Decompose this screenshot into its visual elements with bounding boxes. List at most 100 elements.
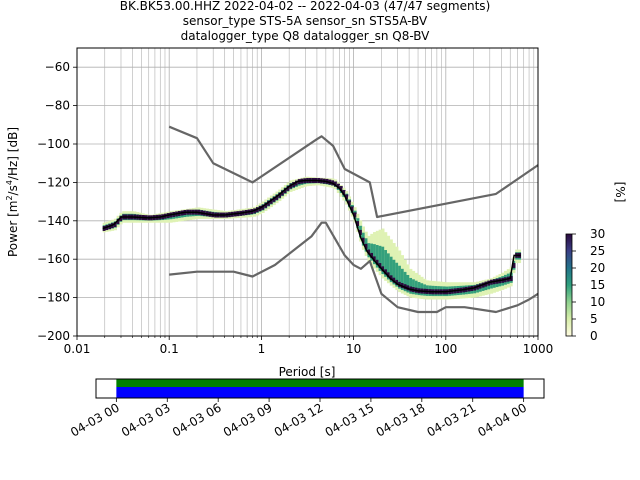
- density-band-peak: [113, 221, 117, 227]
- y-tick-label: −60: [45, 60, 70, 74]
- density-band-inner: [409, 277, 413, 294]
- x-tick-label: 0.01: [64, 342, 91, 356]
- timeline-coverage-bar: [116, 379, 524, 387]
- y-axis-label-part-1: Power [m: [6, 201, 20, 257]
- y-tick-label: −160: [37, 252, 70, 266]
- density-band-peak: [386, 272, 391, 278]
- density-band-inner: [370, 243, 374, 261]
- colorbar-tick-label: 0: [590, 329, 598, 343]
- colorbar-tick-label: 30: [590, 227, 605, 241]
- density-band-inner: [389, 256, 393, 283]
- density-band-peak: [395, 279, 399, 285]
- density-band-inner: [403, 271, 407, 292]
- y-tick-label: −180: [37, 291, 70, 305]
- colorbar-tick-label: 15: [590, 278, 605, 292]
- density-band-peak: [334, 181, 338, 187]
- density-band-inner: [384, 250, 388, 277]
- colorbar-label: [%]: [613, 182, 627, 203]
- density-band-peak: [269, 198, 274, 204]
- density-band-inner: [398, 265, 402, 289]
- colorbar: 0 5 10 15 20 25 30 [%]: [565, 182, 627, 343]
- density-band-peak: [359, 229, 363, 235]
- density-band-peak: [384, 269, 388, 275]
- density-band-peak: [336, 183, 340, 189]
- density-band-peak: [342, 190, 346, 196]
- density-band-inner: [375, 244, 379, 268]
- density-band-peak: [283, 188, 287, 194]
- colorbar-tick-label: 5: [590, 312, 598, 326]
- y-axis-label-exp-2: 4: [5, 180, 14, 185]
- density-band-inner: [392, 259, 396, 285]
- median-curve: [102, 179, 521, 293]
- density-band-inner: [373, 244, 377, 265]
- density-band-peak: [378, 263, 382, 269]
- density-band-peak: [281, 190, 285, 196]
- density-band-peak: [261, 204, 265, 210]
- density-band-peak: [347, 200, 352, 206]
- psd-plot: 0.01 0.1 1 10 100 1000 −200 −180 −160 −140 −120 −1…: [37, 47, 554, 356]
- density-band-peak: [295, 180, 299, 186]
- noise-models: [168, 125, 539, 314]
- density-band-peak: [264, 202, 268, 208]
- density-band-peak: [345, 194, 349, 200]
- density-band-peak: [275, 194, 279, 200]
- x-tick-label: 0.1: [160, 342, 179, 356]
- plot-frame: [76, 47, 539, 337]
- density-band-inner: [406, 274, 410, 293]
- density-band-inner: [400, 268, 404, 290]
- y-tick-label: −140: [37, 214, 70, 228]
- noise-model-upper: [168, 125, 539, 219]
- density-band-inner: [381, 246, 385, 275]
- density-band-peak: [509, 276, 513, 282]
- density-band-peak: [512, 262, 516, 268]
- density-band-peak: [392, 277, 396, 283]
- density-band-peak: [375, 259, 379, 265]
- y-tick-label: −120: [37, 175, 70, 189]
- density-band-peak: [367, 249, 371, 255]
- density-band-peak: [267, 200, 271, 206]
- colorbar-tick-label: 10: [590, 295, 605, 309]
- x-tick-label: 1: [258, 342, 266, 356]
- density-band-peak: [353, 212, 357, 218]
- chart-title-line-3: datalogger_type Q8 datalogger_sn Q8-BV: [181, 29, 431, 43]
- y-axis-label-part-3: /Hz] [dB]: [6, 127, 20, 180]
- x-tick-label: 100: [434, 342, 457, 356]
- noise-model-lower: [169, 221, 539, 314]
- density-band-peak: [350, 206, 354, 212]
- density-band-peak: [356, 221, 360, 227]
- chart-title-line-2: sensor_type STS-5A sensor_sn STS5A-BV: [183, 14, 428, 28]
- x-ticks: 0.01 0.1 1 10 100 1000: [64, 336, 554, 356]
- chart-title-line-1: BK.BK53.00.HHZ 2022-04-02 -- 2022-04-03 …: [120, 0, 491, 13]
- density-band-peak: [373, 256, 377, 262]
- density-band-peak: [278, 192, 282, 198]
- colorbar-tick-label: 25: [590, 244, 605, 258]
- y-axis-label-exp-1: 2: [5, 195, 14, 200]
- density-band-peak: [381, 266, 385, 272]
- y-tick-label: −80: [45, 99, 70, 113]
- density-band-inner: [414, 280, 418, 295]
- density-band-peak: [272, 196, 276, 202]
- density-band-peak: [286, 185, 290, 191]
- x-tick-label: 10: [346, 342, 361, 356]
- density-band-inner: [395, 262, 399, 287]
- density-band-peak: [370, 252, 374, 258]
- colorbar-tick-label: 20: [590, 261, 605, 275]
- density-band-peak: [292, 182, 296, 188]
- density-band-peak: [389, 275, 393, 281]
- density-band-peak: [364, 243, 368, 249]
- density-band-inner: [412, 279, 416, 295]
- median-line: [102, 179, 521, 293]
- density-band-peak: [339, 186, 343, 192]
- y-tick-label: −200: [37, 329, 70, 343]
- y-axis-label-part-2: /s: [6, 185, 20, 195]
- colorbar-gradient: [565, 233, 573, 337]
- y-axis-label: Power [m2/s4/Hz] [dB]: [5, 127, 20, 257]
- density-band-inner: [386, 253, 391, 280]
- timeline-segments-bar: [116, 387, 524, 398]
- density-band-peak: [361, 237, 365, 243]
- y-tick-label: −100: [37, 137, 70, 151]
- x-tick-label: 1000: [523, 342, 554, 356]
- colorbar-ticks: 0 5 10 15 20 25 30: [572, 227, 605, 343]
- x-axis-label: Period [s]: [279, 365, 336, 379]
